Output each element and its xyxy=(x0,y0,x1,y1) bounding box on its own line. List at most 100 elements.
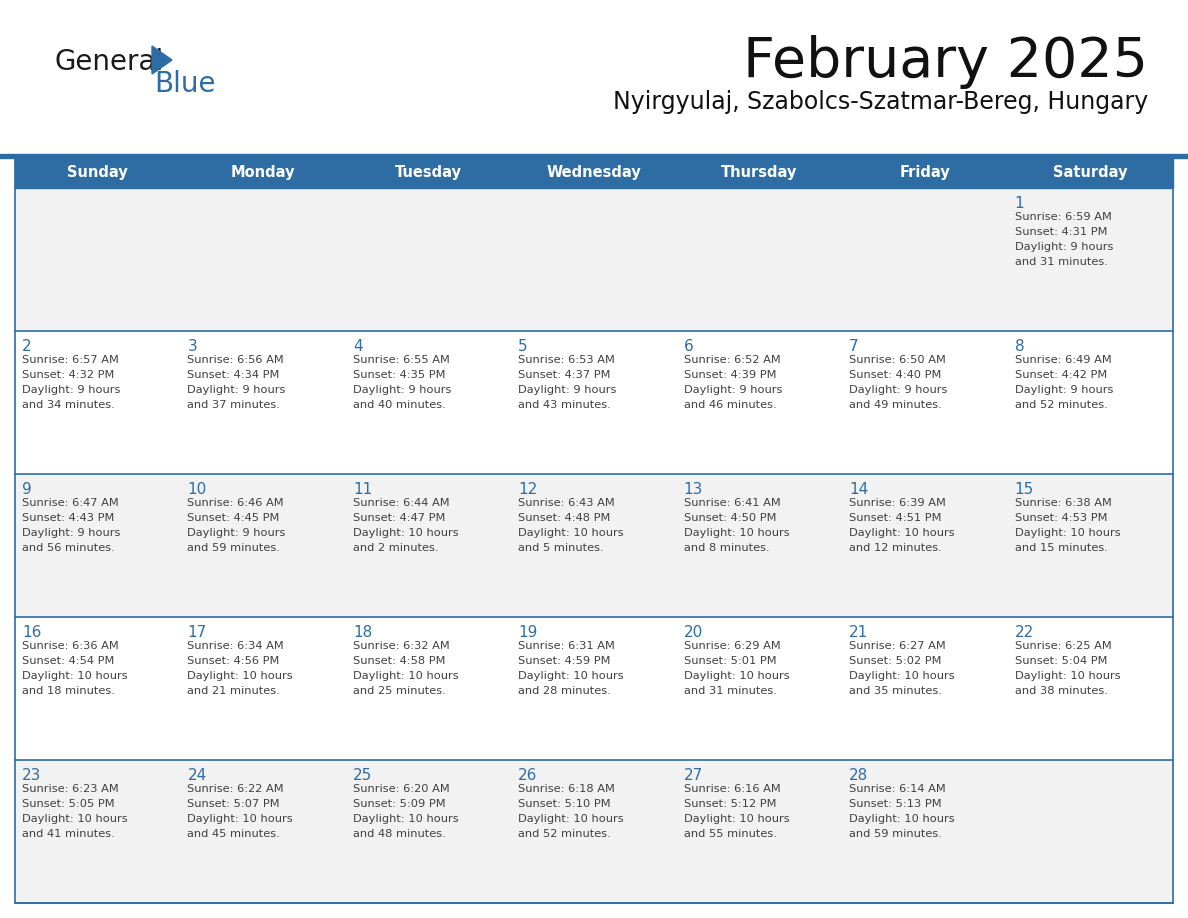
Text: Sunrise: 6:14 AM: Sunrise: 6:14 AM xyxy=(849,784,946,794)
Text: and 37 minutes.: and 37 minutes. xyxy=(188,400,280,410)
Text: 28: 28 xyxy=(849,768,868,783)
Text: Monday: Monday xyxy=(230,165,296,181)
Text: Sunset: 4:37 PM: Sunset: 4:37 PM xyxy=(518,370,611,380)
Bar xyxy=(15,188,1173,331)
Text: Sunrise: 6:25 AM: Sunrise: 6:25 AM xyxy=(1015,641,1111,651)
Text: Sunrise: 6:50 AM: Sunrise: 6:50 AM xyxy=(849,355,946,365)
Text: Sunset: 5:05 PM: Sunset: 5:05 PM xyxy=(23,799,114,809)
Text: 5: 5 xyxy=(518,339,527,354)
Text: Sunset: 5:13 PM: Sunset: 5:13 PM xyxy=(849,799,942,809)
Text: 1: 1 xyxy=(1015,196,1024,211)
Text: 18: 18 xyxy=(353,625,372,640)
Text: Sunset: 4:54 PM: Sunset: 4:54 PM xyxy=(23,656,114,666)
Text: Sunset: 5:09 PM: Sunset: 5:09 PM xyxy=(353,799,446,809)
Text: Daylight: 10 hours: Daylight: 10 hours xyxy=(518,814,624,824)
Text: and 59 minutes.: and 59 minutes. xyxy=(849,829,942,839)
Text: and 59 minutes.: and 59 minutes. xyxy=(188,543,280,553)
Text: Sunset: 5:01 PM: Sunset: 5:01 PM xyxy=(684,656,776,666)
Text: Sunrise: 6:32 AM: Sunrise: 6:32 AM xyxy=(353,641,449,651)
Text: Sunset: 4:39 PM: Sunset: 4:39 PM xyxy=(684,370,776,380)
Text: Sunset: 4:47 PM: Sunset: 4:47 PM xyxy=(353,513,446,523)
Bar xyxy=(15,158,1173,903)
Polygon shape xyxy=(152,46,172,74)
Text: Sunset: 4:43 PM: Sunset: 4:43 PM xyxy=(23,513,114,523)
Text: 15: 15 xyxy=(1015,482,1034,497)
Text: and 46 minutes.: and 46 minutes. xyxy=(684,400,776,410)
Text: Nyirgyulaj, Szabolcs-Szatmar-Bereg, Hungary: Nyirgyulaj, Szabolcs-Szatmar-Bereg, Hung… xyxy=(613,90,1148,114)
Text: and 48 minutes.: and 48 minutes. xyxy=(353,829,446,839)
Text: Sunrise: 6:20 AM: Sunrise: 6:20 AM xyxy=(353,784,449,794)
Text: Sunset: 4:53 PM: Sunset: 4:53 PM xyxy=(1015,513,1107,523)
Text: Sunset: 4:56 PM: Sunset: 4:56 PM xyxy=(188,656,280,666)
Text: Sunrise: 6:53 AM: Sunrise: 6:53 AM xyxy=(518,355,615,365)
Text: Daylight: 10 hours: Daylight: 10 hours xyxy=(353,814,459,824)
Text: Daylight: 9 hours: Daylight: 9 hours xyxy=(188,528,286,538)
Text: Daylight: 10 hours: Daylight: 10 hours xyxy=(849,671,955,681)
Text: 6: 6 xyxy=(684,339,694,354)
Text: Daylight: 10 hours: Daylight: 10 hours xyxy=(684,814,789,824)
Text: 21: 21 xyxy=(849,625,868,640)
Text: Sunrise: 6:49 AM: Sunrise: 6:49 AM xyxy=(1015,355,1111,365)
Bar xyxy=(15,474,1173,617)
Text: and 8 minutes.: and 8 minutes. xyxy=(684,543,770,553)
Text: Sunset: 4:59 PM: Sunset: 4:59 PM xyxy=(518,656,611,666)
Text: Wednesday: Wednesday xyxy=(546,165,642,181)
Text: Daylight: 10 hours: Daylight: 10 hours xyxy=(518,528,624,538)
Text: 14: 14 xyxy=(849,482,868,497)
Text: and 38 minutes.: and 38 minutes. xyxy=(1015,686,1107,696)
Text: 9: 9 xyxy=(23,482,32,497)
Text: Sunrise: 6:29 AM: Sunrise: 6:29 AM xyxy=(684,641,781,651)
Text: and 2 minutes.: and 2 minutes. xyxy=(353,543,438,553)
Text: Blue: Blue xyxy=(154,70,215,98)
Text: Sunrise: 6:52 AM: Sunrise: 6:52 AM xyxy=(684,355,781,365)
Text: Daylight: 10 hours: Daylight: 10 hours xyxy=(353,528,459,538)
Text: February 2025: February 2025 xyxy=(742,35,1148,89)
Text: Sunset: 4:51 PM: Sunset: 4:51 PM xyxy=(849,513,942,523)
Text: Sunrise: 6:39 AM: Sunrise: 6:39 AM xyxy=(849,498,946,508)
Text: 16: 16 xyxy=(23,625,42,640)
Text: and 52 minutes.: and 52 minutes. xyxy=(1015,400,1107,410)
Text: Sunrise: 6:23 AM: Sunrise: 6:23 AM xyxy=(23,784,119,794)
Text: Tuesday: Tuesday xyxy=(396,165,462,181)
Text: and 15 minutes.: and 15 minutes. xyxy=(1015,543,1107,553)
Text: Sunrise: 6:57 AM: Sunrise: 6:57 AM xyxy=(23,355,119,365)
Text: Sunrise: 6:34 AM: Sunrise: 6:34 AM xyxy=(188,641,284,651)
Text: Daylight: 10 hours: Daylight: 10 hours xyxy=(23,814,127,824)
Text: Daylight: 9 hours: Daylight: 9 hours xyxy=(23,385,120,395)
Text: Sunrise: 6:44 AM: Sunrise: 6:44 AM xyxy=(353,498,449,508)
Text: 4: 4 xyxy=(353,339,362,354)
Text: Sunset: 4:40 PM: Sunset: 4:40 PM xyxy=(849,370,942,380)
Text: and 5 minutes.: and 5 minutes. xyxy=(518,543,604,553)
Text: and 49 minutes.: and 49 minutes. xyxy=(849,400,942,410)
Bar xyxy=(15,617,1173,760)
Text: and 43 minutes.: and 43 minutes. xyxy=(518,400,611,410)
Text: Daylight: 9 hours: Daylight: 9 hours xyxy=(518,385,617,395)
Text: Sunset: 4:50 PM: Sunset: 4:50 PM xyxy=(684,513,776,523)
Text: Friday: Friday xyxy=(899,165,950,181)
Bar xyxy=(0,154,1188,158)
Text: and 12 minutes.: and 12 minutes. xyxy=(849,543,942,553)
Text: Sunset: 5:02 PM: Sunset: 5:02 PM xyxy=(849,656,942,666)
Text: Saturday: Saturday xyxy=(1053,165,1127,181)
Text: Sunrise: 6:41 AM: Sunrise: 6:41 AM xyxy=(684,498,781,508)
Text: Sunset: 5:07 PM: Sunset: 5:07 PM xyxy=(188,799,280,809)
Text: and 21 minutes.: and 21 minutes. xyxy=(188,686,280,696)
Text: and 52 minutes.: and 52 minutes. xyxy=(518,829,611,839)
Text: General: General xyxy=(55,48,164,76)
Text: and 31 minutes.: and 31 minutes. xyxy=(1015,257,1107,267)
Text: Sunrise: 6:16 AM: Sunrise: 6:16 AM xyxy=(684,784,781,794)
Text: 23: 23 xyxy=(23,768,42,783)
Text: Daylight: 10 hours: Daylight: 10 hours xyxy=(188,671,293,681)
Text: Sunset: 5:10 PM: Sunset: 5:10 PM xyxy=(518,799,611,809)
Text: 11: 11 xyxy=(353,482,372,497)
Text: Sunset: 4:31 PM: Sunset: 4:31 PM xyxy=(1015,227,1107,237)
Text: Daylight: 9 hours: Daylight: 9 hours xyxy=(1015,385,1113,395)
Text: and 25 minutes.: and 25 minutes. xyxy=(353,686,446,696)
Text: 24: 24 xyxy=(188,768,207,783)
Text: and 28 minutes.: and 28 minutes. xyxy=(518,686,611,696)
Bar xyxy=(15,158,1173,188)
Text: Daylight: 10 hours: Daylight: 10 hours xyxy=(1015,671,1120,681)
Text: Daylight: 10 hours: Daylight: 10 hours xyxy=(1015,528,1120,538)
Text: Daylight: 9 hours: Daylight: 9 hours xyxy=(23,528,120,538)
Text: Sunset: 4:42 PM: Sunset: 4:42 PM xyxy=(1015,370,1107,380)
